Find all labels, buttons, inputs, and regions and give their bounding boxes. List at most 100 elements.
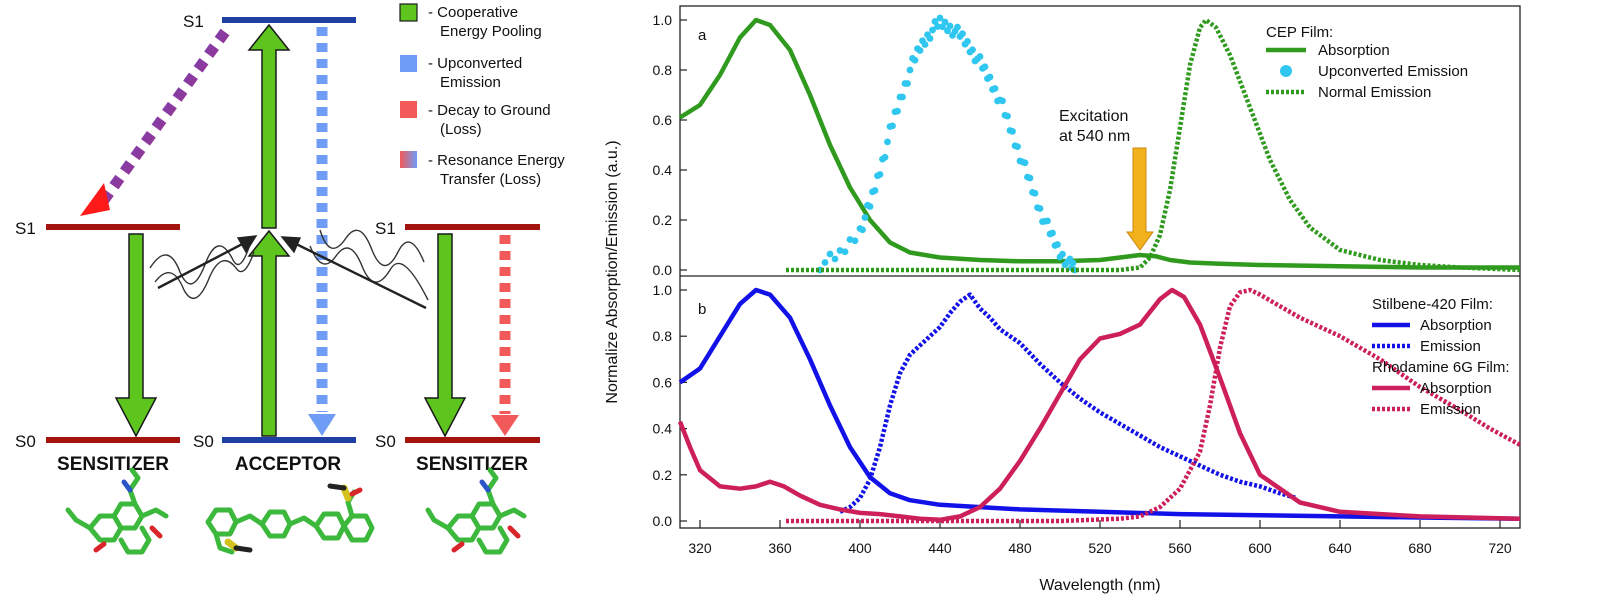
acceptor-molecule — [205, 483, 375, 555]
x-tick-label-2: 400 — [848, 540, 872, 556]
x-tick-label-7: 600 — [1248, 540, 1272, 556]
series-a-1-point — [946, 22, 954, 30]
legend-pooling-line1: - Cooperative — [428, 4, 518, 21]
panel-a-label: a — [698, 27, 707, 44]
series-a-1-point — [976, 53, 984, 60]
legend-ret-line1: - Resonance Energy — [428, 152, 565, 169]
y-tick-label-b-1: 0.2 — [653, 467, 673, 483]
y-tick-label-b-4: 0.8 — [653, 328, 673, 344]
series-a-1-point — [926, 35, 934, 42]
acceptor-label: ACCEPTOR — [235, 454, 342, 475]
left-sensitizer-label: SENSITIZER — [57, 454, 169, 475]
acceptor-upper-up-arrow — [247, 23, 291, 229]
series-a-1-point — [826, 250, 834, 258]
acceptor-s0-label: S0 — [193, 432, 214, 451]
series-a-1-point — [1009, 127, 1016, 135]
series-a-1-point — [899, 93, 906, 101]
wavy-transfer-arrows — [149, 229, 429, 310]
series-a-1-point — [991, 85, 999, 92]
series-a-1-point — [954, 23, 961, 31]
series-a-1-point — [999, 97, 1006, 105]
excitation-arrow — [1126, 147, 1154, 251]
series-a-1-point — [1049, 229, 1056, 237]
series-a-1-point — [969, 46, 976, 54]
y-tick-label-b-2: 0.4 — [653, 421, 673, 437]
legend-b-stilbene-em-label: Emission — [1420, 338, 1481, 355]
left-s0-label: S0 — [15, 432, 36, 451]
legend-a-normal-label: Normal Emission — [1318, 84, 1431, 101]
legend-a-upconverted-label: Upconverted Emission — [1318, 63, 1468, 80]
x-tick-label-9: 680 — [1408, 540, 1432, 556]
right-s1-label: S1 — [375, 219, 396, 238]
right-wavy-arrow — [309, 229, 429, 301]
series-a-1-point — [1069, 259, 1077, 267]
legend-decay-line2: (Loss) — [440, 121, 482, 138]
panel-a-legend-title: CEP Film: — [1266, 24, 1333, 41]
series-b-3-line — [786, 287, 1522, 524]
series-a-1-point — [871, 187, 879, 194]
legend-b-rhodamine-em-label: Emission — [1420, 401, 1481, 418]
diagram-legend: - Cooperative Energy Pooling - Upconvert… — [399, 3, 565, 188]
left-s1-label: S1 — [15, 219, 36, 238]
legend-a-absorption-label: Absorption — [1318, 42, 1390, 59]
right-sensitizer-down-arrow — [423, 233, 467, 438]
y-tick-label-a-4: 0.8 — [653, 62, 673, 78]
excitation-annotation-line1: Excitation — [1059, 108, 1128, 125]
left-sensitizer-down-arrow — [114, 233, 158, 438]
legend-pooling-swatch — [399, 3, 418, 22]
series-a-1-point — [1031, 189, 1039, 197]
y-tick-label-a-1: 0.2 — [653, 212, 673, 228]
series-a-1-point — [1014, 143, 1021, 151]
series-a-1-point — [881, 153, 889, 161]
series-a-1-point — [1004, 112, 1011, 120]
series-a-1-point — [861, 214, 869, 221]
series-a-1-point — [1036, 205, 1044, 212]
legend-ret-line2: Transfer (Loss) — [440, 171, 541, 188]
series-b-0-line — [678, 287, 1521, 521]
panel-b-legend-group2-title: Rhodamine 6G Film: — [1372, 359, 1510, 376]
ret-dashes — [99, 28, 230, 204]
legend-upconverted-line1: - Upconverted — [428, 55, 522, 72]
series-b-2-line — [677, 287, 1521, 523]
legend-decay-line1: - Decay to Ground — [428, 102, 551, 119]
left-sensitizer-molecule — [65, 467, 169, 555]
x-tick-label-10: 720 — [1488, 540, 1512, 556]
series-b-1-line — [839, 292, 1297, 514]
legend-upconverted-swatch — [400, 55, 417, 72]
series-a-1-point — [1054, 241, 1061, 248]
series-a-1-point — [904, 80, 911, 87]
decay-arrowhead — [491, 415, 519, 436]
series-a-1-point — [929, 26, 936, 34]
series-a-1-point — [936, 14, 944, 22]
pooling-arrows — [114, 23, 467, 438]
x-tick-label-4: 480 — [1008, 540, 1032, 556]
legend-upconverted-line2: Emission — [440, 74, 501, 91]
legend-b-rhodamine-abs-label: Absorption — [1420, 380, 1492, 397]
series-a-1-point — [964, 37, 971, 45]
energy-diagram: S1 S0 S1 S0 S1 S0 SE — [15, 3, 565, 555]
series-a-1-point — [851, 237, 859, 245]
legend-decay-swatch — [400, 101, 417, 118]
panel-b-label: b — [698, 301, 706, 318]
legend-pooling-line2: Energy Pooling — [440, 23, 542, 40]
series-a-1-point — [906, 66, 914, 74]
x-tick-label-5: 520 — [1088, 540, 1112, 556]
series-a-1-point — [866, 203, 874, 210]
series-a-1-point — [1059, 250, 1066, 258]
acceptor-s1-label: S1 — [183, 12, 204, 31]
series-a-1-point — [941, 18, 949, 26]
y-tick-label-b-5: 1.0 — [653, 282, 673, 298]
series-a-1-point — [884, 138, 891, 146]
series-a-1-point — [911, 56, 919, 64]
series-a-1-point — [894, 107, 901, 115]
legend-ret-swatch — [400, 151, 417, 168]
legend-b-stilbene-abs-label: Absorption — [1420, 317, 1492, 334]
series-a-1-point — [986, 73, 994, 81]
y-tick-label-a-2: 0.4 — [653, 162, 673, 178]
ret-arrowhead — [80, 183, 110, 216]
legend-a-upconverted-mark — [1280, 65, 1292, 77]
series-a-1-point — [981, 63, 989, 71]
right-wavy-shaft — [287, 238, 427, 310]
right-sensitizer-molecule — [425, 467, 527, 555]
upconverted-emission-arrowhead — [308, 414, 336, 436]
